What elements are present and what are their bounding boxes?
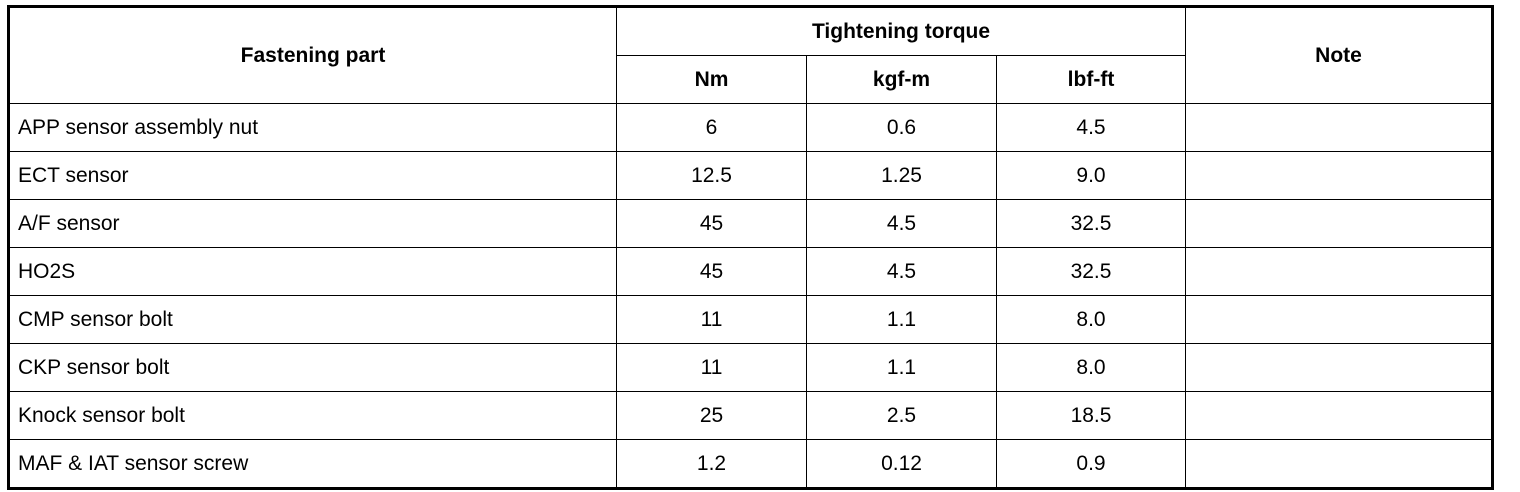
note-cell — [1185, 199, 1493, 248]
part-cell: Knock sensor bolt — [8, 391, 617, 440]
unit-header: lbf-ft — [996, 55, 1186, 104]
value-cell: 2.5 — [806, 391, 997, 440]
part-cell: CKP sensor bolt — [8, 343, 617, 392]
value-cell: 4.5 — [806, 199, 997, 248]
table-row: CMP sensor bolt 11 1.1 8.0 — [8, 295, 1493, 344]
table-row: ECT sensor 12.5 1.25 9.0 — [8, 151, 1493, 200]
table-row: APP sensor assembly nut 6 0.6 4.5 — [8, 103, 1493, 152]
part-cell: CMP sensor bolt — [8, 295, 617, 344]
value-cell: 9.0 — [996, 151, 1186, 200]
value-cell: 32.5 — [996, 199, 1186, 248]
value-cell: 4.5 — [806, 247, 997, 296]
table-row: Knock sensor bolt 25 2.5 18.5 — [8, 391, 1493, 440]
header-cell: Fastening part — [8, 6, 617, 104]
header-cell: Tightening torque — [616, 6, 1186, 56]
value-cell: 8.0 — [996, 295, 1186, 344]
value-cell: 32.5 — [996, 247, 1186, 296]
value-cell: 6 — [616, 103, 807, 152]
value-cell: 11 — [616, 343, 807, 392]
part-cell: MAF & IAT sensor screw — [8, 439, 617, 489]
part-cell: A/F sensor — [8, 199, 617, 248]
value-cell: 0.12 — [806, 439, 997, 489]
value-cell: 4.5 — [996, 103, 1186, 152]
header-cell: Note — [1185, 6, 1493, 104]
table-row: CKP sensor bolt 11 1.1 8.0 — [8, 343, 1493, 392]
part-cell: HO2S — [8, 247, 617, 296]
value-cell: 25 — [616, 391, 807, 440]
table-row: HO2S 45 4.5 32.5 — [8, 247, 1493, 296]
note-cell — [1185, 439, 1493, 489]
value-cell: 11 — [616, 295, 807, 344]
value-cell: 0.6 — [806, 103, 997, 152]
part-cell: ECT sensor — [8, 151, 617, 200]
value-cell: 1.1 — [806, 343, 997, 392]
note-cell — [1185, 247, 1493, 296]
part-cell: APP sensor assembly nut — [8, 103, 617, 152]
value-cell: 1.1 — [806, 295, 997, 344]
value-cell: 1.2 — [616, 439, 807, 489]
note-cell — [1185, 295, 1493, 344]
note-cell — [1185, 343, 1493, 392]
unit-header: kgf-m — [806, 55, 997, 104]
value-cell: 1.25 — [806, 151, 997, 200]
table-row: A/F sensor 45 4.5 32.5 — [8, 199, 1493, 248]
value-cell: 0.9 — [996, 439, 1186, 489]
table-row: MAF & IAT sensor screw 1.2 0.12 0.9 — [8, 439, 1493, 489]
note-cell — [1185, 103, 1493, 152]
note-cell — [1185, 391, 1493, 440]
unit-header: Nm — [616, 55, 807, 104]
value-cell: 45 — [616, 199, 807, 248]
value-cell: 8.0 — [996, 343, 1186, 392]
torque-table: Fastening part Tightening torque Note Nm… — [7, 5, 1494, 490]
value-cell: 45 — [616, 247, 807, 296]
value-cell: 18.5 — [996, 391, 1186, 440]
value-cell: 12.5 — [616, 151, 807, 200]
note-cell — [1185, 151, 1493, 200]
